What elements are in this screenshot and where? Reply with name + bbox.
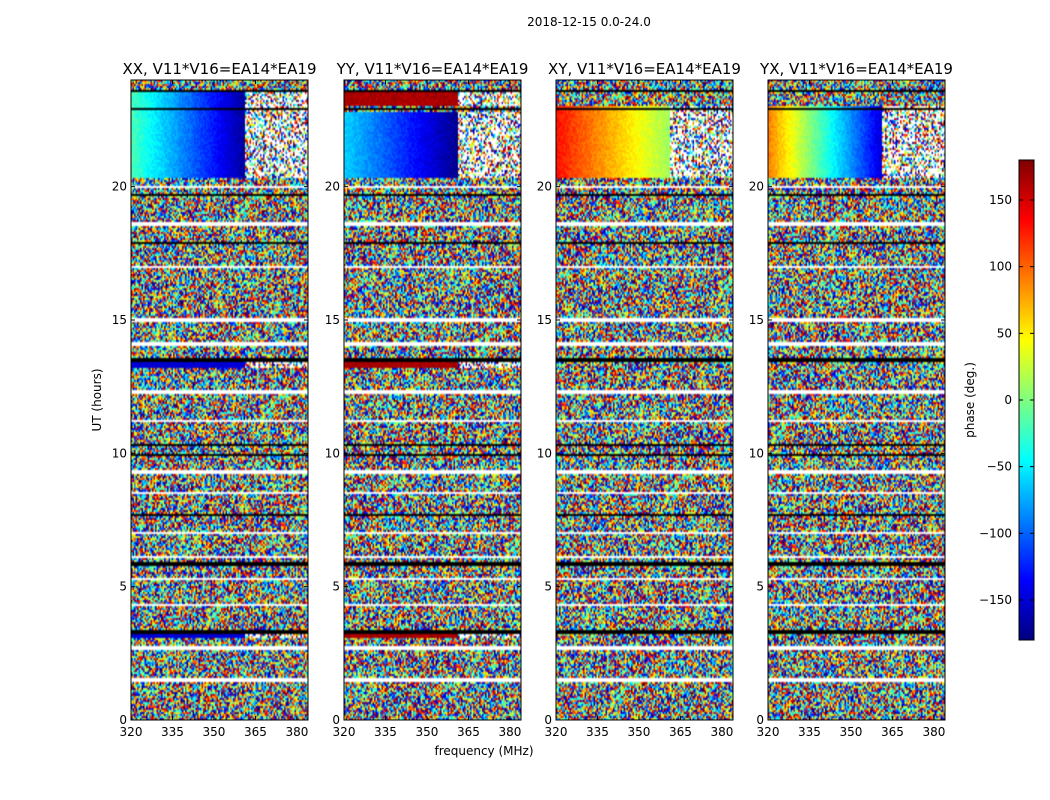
x-tick-label: 335 <box>374 725 397 739</box>
x-tick-label: 380 <box>710 725 733 739</box>
panel-yx: YX, V11*V16=EA14*EA19 320 335 350 365 380 0 5 10… <box>749 60 953 739</box>
x-tick-label: 380 <box>285 725 308 739</box>
y-tick-label: 20 <box>749 180 764 194</box>
panel-xx: XX, V11*V16=EA14*EA19 320 335 350 365 380 0 5 10… <box>112 60 317 739</box>
y-tick-label: 0 <box>544 713 552 727</box>
panel-frame <box>555 79 734 721</box>
colorbar-tick-label: 50 <box>997 326 1012 340</box>
y-tick-label: 5 <box>332 580 340 594</box>
x-tick-label: 350 <box>416 725 439 739</box>
heatmap-image <box>768 80 945 720</box>
colorbar-tick-label: −100 <box>979 526 1012 540</box>
x-tick-label: 365 <box>881 725 904 739</box>
y-tick-label: 5 <box>544 580 552 594</box>
panel-yy: YY, V11*V16=EA14*EA19 320 335 350 365 380 0 5 10… <box>325 60 529 739</box>
y-tick-label: 20 <box>537 180 552 194</box>
y-tick-label: 15 <box>749 313 764 327</box>
y-tick-label: 15 <box>325 313 340 327</box>
y-tick-label: 20 <box>325 180 340 194</box>
x-tick-label: 365 <box>457 725 480 739</box>
y-tick-label: 15 <box>112 313 127 327</box>
y-tick-label: 10 <box>537 446 552 460</box>
x-tick-label: 320 <box>757 725 780 739</box>
y-tick-label: 0 <box>332 713 340 727</box>
x-tick-label: 350 <box>840 725 863 739</box>
colorbar-tick-label: 150 <box>989 193 1012 207</box>
panel-xy: XY, V11*V16=EA14*EA19 320 335 350 365 380 0 5 10… <box>537 60 741 739</box>
y-tick-label: 10 <box>325 446 340 460</box>
panel-title: XY, V11*V16=EA14*EA19 <box>548 60 741 78</box>
colorbar-label: phase (deg.) <box>963 362 977 438</box>
panel-frame <box>767 79 946 721</box>
figure-suptitle: 2018-12-15 0.0-24.0 <box>527 15 651 29</box>
y-tick-label: 10 <box>112 446 127 460</box>
x-tick-label: 350 <box>628 725 651 739</box>
y-tick-label: 0 <box>119 713 127 727</box>
y-tick-label: 0 <box>756 713 764 727</box>
colorbar-ticks: 150 100 50 0 −50 −100 −150 <box>979 193 1034 607</box>
y-tick-label: 5 <box>756 580 764 594</box>
x-tick-label: 320 <box>545 725 568 739</box>
x-tick-label: 380 <box>922 725 945 739</box>
x-tick-label: 365 <box>669 725 692 739</box>
x-tick-label: 335 <box>798 725 821 739</box>
x-tick-label: 380 <box>498 725 521 739</box>
panels: XX, V11*V16=EA14*EA19 320 335 350 365 380 0 5 10… <box>112 60 953 739</box>
colorbar: 150 100 50 0 −50 −100 −150 phase (deg.) <box>963 159 1035 641</box>
y-tick-label: 15 <box>537 313 552 327</box>
panel-title: YX, V11*V16=EA14*EA19 <box>759 60 953 78</box>
y-axis-label: UT (hours) <box>90 368 104 431</box>
x-tick-label: 335 <box>161 725 184 739</box>
heatmap-image <box>556 80 733 720</box>
colorbar-tick-label: −150 <box>979 593 1012 607</box>
y-tick-label: 5 <box>119 580 127 594</box>
x-tick-label: 320 <box>333 725 356 739</box>
y-tick-label: 10 <box>749 446 764 460</box>
x-axis-label: frequency (MHz) <box>434 744 533 758</box>
colorbar-tick-label: −50 <box>987 460 1012 474</box>
x-tick-label: 320 <box>120 725 143 739</box>
x-tick-label: 365 <box>244 725 267 739</box>
colorbar-tick-label: 100 <box>989 260 1012 274</box>
panel-frame <box>343 79 522 721</box>
heatmap-image <box>344 80 521 720</box>
y-tick-label: 20 <box>112 180 127 194</box>
panel-title: XX, V11*V16=EA14*EA19 <box>122 60 316 78</box>
panel-title: YY, V11*V16=EA14*EA19 <box>336 60 529 78</box>
heatmap-image <box>131 80 308 720</box>
colorbar-tick-label: 0 <box>1004 393 1012 407</box>
panel-frame <box>130 79 309 721</box>
x-tick-label: 350 <box>203 725 226 739</box>
x-tick-label: 335 <box>586 725 609 739</box>
